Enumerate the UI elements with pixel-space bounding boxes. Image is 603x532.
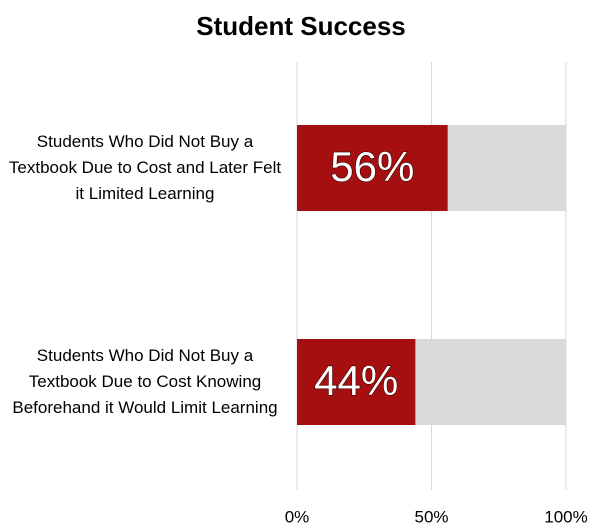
- x-tick-label: 100%: [544, 507, 587, 526]
- bar: [297, 125, 448, 211]
- value-label: 44%: [314, 357, 398, 404]
- value-label: 56%: [330, 143, 414, 190]
- x-tick-label: 0%: [285, 507, 310, 526]
- bar: [297, 339, 416, 425]
- category-label: Students Who Did Not Buy a Textbook Due …: [8, 132, 282, 203]
- chart-title: Student Success: [196, 11, 406, 41]
- x-tick-label: 50%: [414, 507, 448, 526]
- category-label: Students Who Did Not Buy a Textbook Due …: [12, 346, 278, 417]
